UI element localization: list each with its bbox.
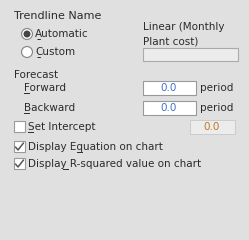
FancyBboxPatch shape xyxy=(143,81,196,95)
FancyBboxPatch shape xyxy=(14,158,25,169)
Text: 0.0: 0.0 xyxy=(161,103,177,113)
FancyBboxPatch shape xyxy=(143,48,238,61)
Circle shape xyxy=(24,31,30,37)
Text: Automatic: Automatic xyxy=(35,29,89,39)
Text: Forward: Forward xyxy=(24,83,66,93)
Text: Display Equation on chart: Display Equation on chart xyxy=(28,142,163,152)
Text: 0.0: 0.0 xyxy=(204,122,220,132)
FancyBboxPatch shape xyxy=(14,141,25,152)
Text: Set Intercept: Set Intercept xyxy=(28,122,96,132)
Text: Trendline Name: Trendline Name xyxy=(14,11,101,21)
Circle shape xyxy=(21,29,33,40)
Text: Backward: Backward xyxy=(24,103,75,113)
Text: Custom: Custom xyxy=(35,47,75,57)
Text: period: period xyxy=(200,83,233,93)
Text: Linear (Monthly
Plant cost): Linear (Monthly Plant cost) xyxy=(143,22,225,46)
FancyBboxPatch shape xyxy=(14,121,25,132)
FancyBboxPatch shape xyxy=(190,120,235,134)
FancyBboxPatch shape xyxy=(143,101,196,115)
Text: Display R-squared value on chart: Display R-squared value on chart xyxy=(28,159,201,169)
Text: Forecast: Forecast xyxy=(14,70,58,80)
Text: 0.0: 0.0 xyxy=(161,83,177,93)
Text: period: period xyxy=(200,103,233,113)
Circle shape xyxy=(21,47,33,58)
